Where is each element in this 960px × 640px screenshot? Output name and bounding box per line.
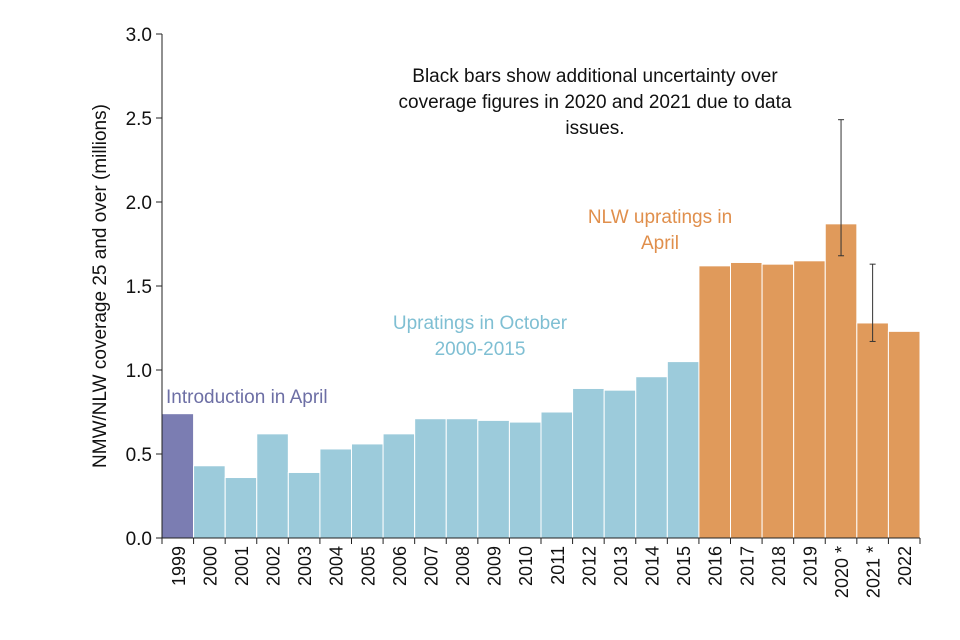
- x-tick-label-2013: 2013: [611, 546, 631, 586]
- intro-label-line-1: Introduction in April: [166, 387, 328, 408]
- note-line-3: issues.: [565, 118, 625, 139]
- x-tick-label-2009: 2009: [485, 546, 505, 586]
- bar-2008: [445, 418, 479, 539]
- uncertainty-note: Black bars show additional uncertainty o…: [380, 64, 810, 142]
- bar-2012: [572, 387, 605, 539]
- bar-2018: [761, 263, 795, 539]
- bar-2003: [287, 471, 321, 539]
- x-tick-label-2014: 2014: [643, 546, 663, 586]
- bar-2019: [793, 260, 826, 539]
- x-tick-label-2022: 2022: [895, 546, 915, 586]
- error-bar-2021: [869, 263, 876, 342]
- bar-2002: [256, 433, 289, 539]
- x-tick-label-2021: 2021 *: [864, 546, 884, 598]
- y-tick-label-4: 2.0: [126, 193, 152, 214]
- bar-2015: [666, 361, 700, 539]
- bar-2009: [477, 419, 510, 539]
- bar-2004: [319, 448, 352, 539]
- introduction-label: Introduction in April: [166, 385, 356, 411]
- apr-label-line-1: NLW upratings in: [587, 207, 733, 228]
- x-tick-label-1999: 1999: [169, 546, 189, 586]
- bar-2022: [887, 330, 921, 539]
- x-tick-label-2007: 2007: [421, 546, 441, 586]
- x-tick-label-2011: 2011: [548, 546, 568, 585]
- bar-2007: [414, 418, 447, 539]
- x-tick-label-2002: 2002: [264, 546, 284, 586]
- error-bars-group: [838, 119, 876, 342]
- bar-1999: [161, 413, 195, 539]
- note-line-2: coverage figures in 2020 and 2021 due to…: [398, 92, 792, 113]
- x-tick-label-2017: 2017: [737, 546, 757, 586]
- bar-2006: [382, 433, 416, 539]
- y-tick-label-5: 2.5: [126, 109, 152, 130]
- oct-label-line-2: 2000-2015: [434, 339, 526, 360]
- bar-2001: [224, 477, 258, 539]
- error-bar-2020: [838, 119, 845, 257]
- bars-group: [161, 223, 921, 539]
- x-tick-label-2020: 2020 *: [832, 546, 852, 598]
- x-tick-label-2006: 2006: [390, 546, 410, 586]
- bar-2016: [698, 265, 732, 539]
- bar-2000: [193, 465, 226, 539]
- bar-2020: [824, 223, 858, 539]
- x-tick-label-2005: 2005: [358, 546, 378, 586]
- y-tick-label-6: 3.0: [126, 25, 152, 46]
- note-line-1: Black bars show additional uncertainty o…: [412, 66, 778, 87]
- bar-2013: [603, 389, 637, 539]
- x-tick-label-2008: 2008: [453, 546, 473, 586]
- x-tick-label-2010: 2010: [516, 546, 536, 586]
- y-tick-label-0: 0.0: [126, 529, 152, 550]
- x-tick-label-2015: 2015: [674, 546, 694, 586]
- bar-2010: [508, 421, 542, 539]
- y-tick-label-1: 0.5: [126, 445, 152, 466]
- bar-2017: [730, 261, 763, 539]
- y-tick-label-3: 1.5: [126, 277, 152, 298]
- apr-label-line-2: April: [640, 233, 679, 254]
- axes-group: 0.0 0.5 1.0 1.5 2.0 2.5 3.0 1999 2000 2001 2002 200…: [126, 25, 921, 598]
- bar-2005: [351, 443, 384, 539]
- y-axis-label: NMW/NLW coverage 25 and over (millions): [90, 104, 111, 468]
- x-tick-label-2000: 2000: [200, 546, 220, 586]
- bar-2014: [635, 376, 668, 539]
- bar-2021: [856, 322, 889, 539]
- x-tick-label-2018: 2018: [769, 546, 789, 586]
- nlw-upratings-label: NLW upratings in April: [560, 205, 760, 257]
- x-tick-label-2004: 2004: [327, 546, 347, 586]
- oct-label-line-1: Upratings in October: [392, 313, 568, 334]
- october-upratings-label: Upratings in October 2000-2015: [360, 311, 600, 363]
- x-tick-label-2001: 2001: [232, 546, 252, 586]
- x-tick-label-2003: 2003: [295, 546, 315, 586]
- y-tick-label-2: 1.0: [126, 361, 152, 382]
- x-tick-label-2016: 2016: [706, 546, 726, 586]
- x-tick-label-2012: 2012: [579, 546, 599, 586]
- bar-2011: [540, 411, 574, 539]
- x-tick-label-2019: 2019: [800, 546, 820, 586]
